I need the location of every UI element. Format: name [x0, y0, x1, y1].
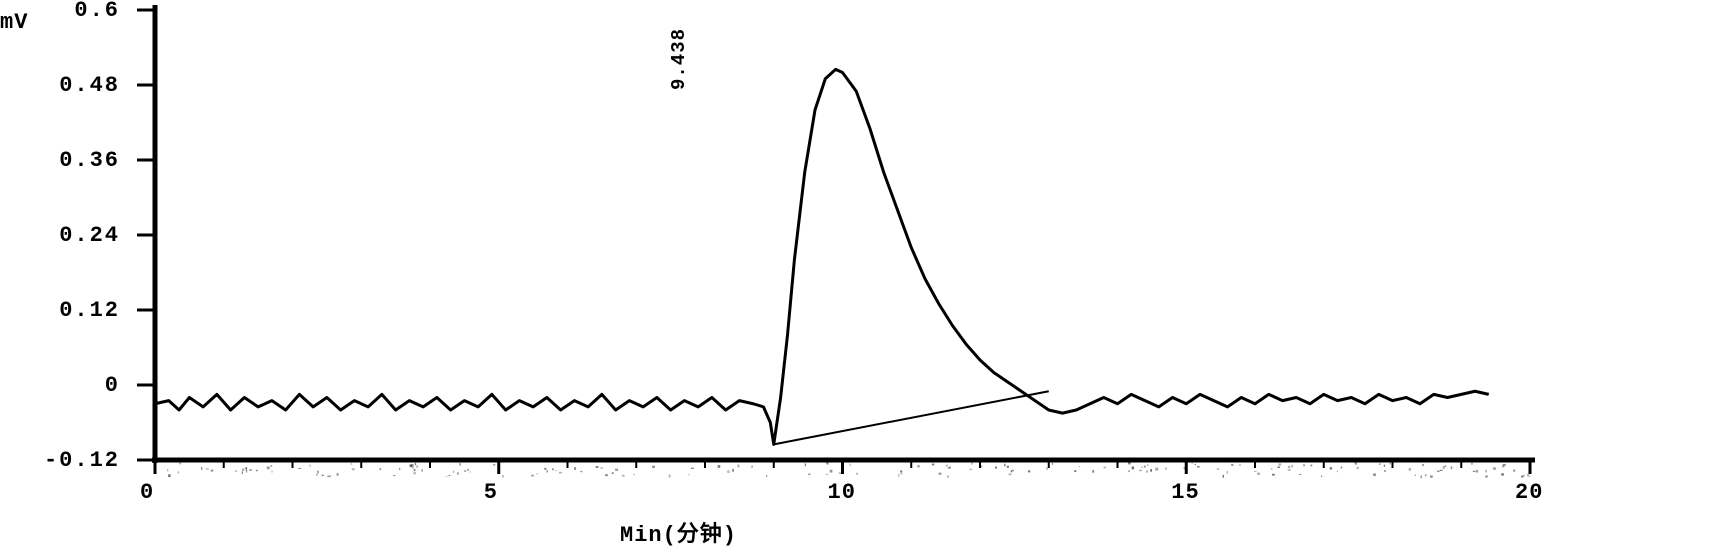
chromatogram-trace: [155, 69, 1489, 444]
peak-baseline: [774, 391, 1049, 444]
axis-noise: [167, 462, 1531, 478]
chart-svg: [0, 0, 1734, 558]
chromatogram-chart: mV 0.60.480.360.240.120-0.12 05101520 Mi…: [0, 0, 1734, 558]
